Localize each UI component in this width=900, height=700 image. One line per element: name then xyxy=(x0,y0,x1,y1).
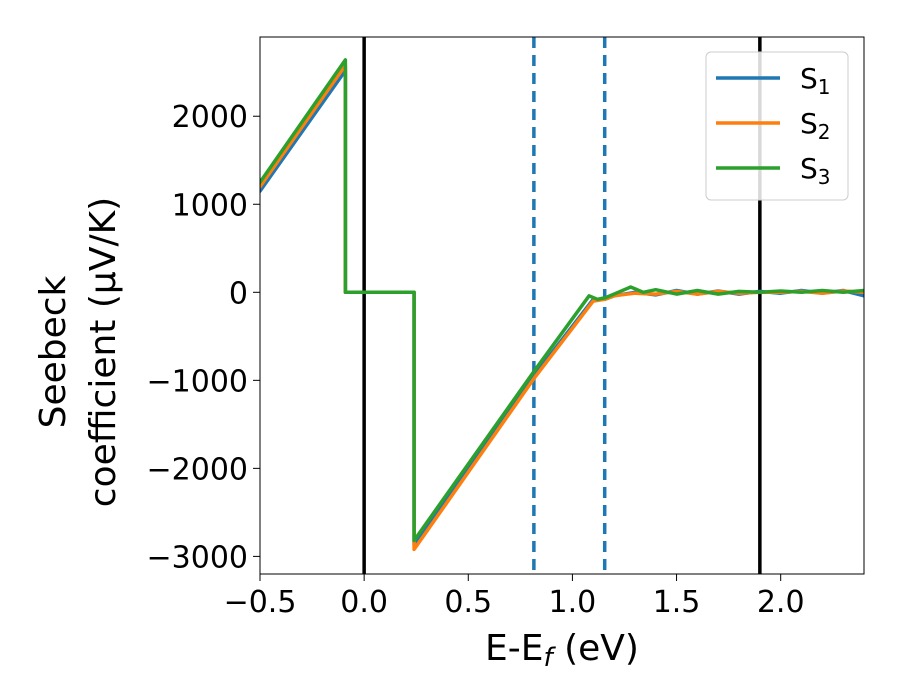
y-tick-label: 0 xyxy=(229,276,248,311)
x-tick-label: 1.0 xyxy=(549,585,597,620)
x-axis-title: E-Ef (eV) xyxy=(485,628,639,673)
y-axis: −3000 −2000 −1000 0 1000 2000 xyxy=(147,100,260,575)
plot-frame xyxy=(259,36,865,575)
x-axis-title-main: E-E xyxy=(485,628,543,669)
legend-label-s1: S1 xyxy=(800,62,831,99)
legend: S1 S2 S3 xyxy=(705,51,849,201)
y-tick-label: −2000 xyxy=(147,452,248,487)
y-tick-label: 1000 xyxy=(172,188,248,223)
y-tick-label: −3000 xyxy=(147,540,248,575)
legend-frame xyxy=(705,51,849,201)
legend-label-s3: S3 xyxy=(800,152,831,189)
series-line-s3 xyxy=(260,58,864,543)
x-axis-title-unit: (eV) xyxy=(553,628,639,669)
x-tick-label: 1.5 xyxy=(653,585,701,620)
series-group xyxy=(260,58,864,552)
x-tick-label: 0.5 xyxy=(444,585,492,620)
y-axis-title-line2: coefficient (μV/K) xyxy=(83,197,124,507)
x-tick-label: −0.5 xyxy=(224,585,297,620)
x-tick-label: 2.0 xyxy=(757,585,805,620)
y-tick-label: 2000 xyxy=(172,100,248,135)
x-tick-label: 0.0 xyxy=(340,585,388,620)
y-tick-label: −1000 xyxy=(147,364,248,399)
x-axis: −0.5 0.0 0.5 1.0 1.5 2.0 xyxy=(224,574,805,620)
y-axis-title-line1: Seebeck xyxy=(33,275,74,428)
legend-label-s2: S2 xyxy=(800,107,831,144)
